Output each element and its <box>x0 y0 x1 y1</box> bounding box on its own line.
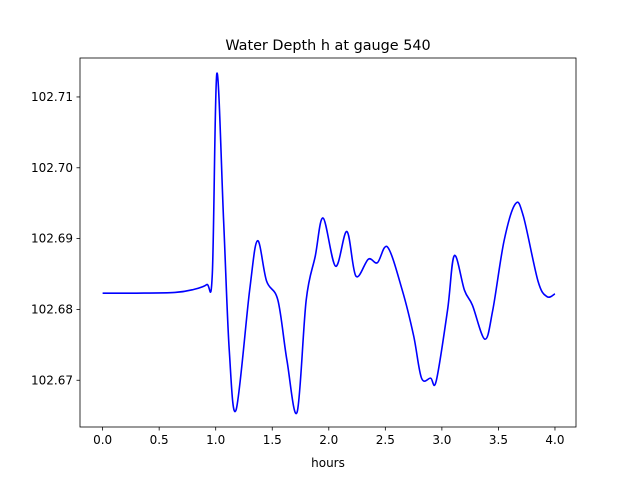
y-tick-label: 102.71 <box>31 90 73 104</box>
x-tick-label: 1.5 <box>263 433 282 447</box>
y-tick-label: 102.68 <box>31 302 73 316</box>
series-line-h <box>102 72 556 415</box>
y-tick-label: 102.67 <box>31 373 73 387</box>
chart-title: Water Depth h at gauge 540 <box>225 38 430 54</box>
y-tick-label: 102.70 <box>31 161 73 175</box>
x-tick-label: 1.0 <box>206 433 225 447</box>
x-tick-label: 2.5 <box>376 433 395 447</box>
x-tick-label: 4.0 <box>545 433 564 447</box>
x-tick-label: 0.5 <box>150 433 169 447</box>
y-tick-label: 102.69 <box>31 232 73 246</box>
x-tick-label: 2.0 <box>319 433 338 447</box>
x-tick-label: 0.0 <box>93 433 112 447</box>
x-axis-label: hours <box>311 456 345 470</box>
x-tick-label: 3.5 <box>489 433 508 447</box>
plot-frame <box>79 57 577 428</box>
x-tick-label: 3.0 <box>432 433 451 447</box>
